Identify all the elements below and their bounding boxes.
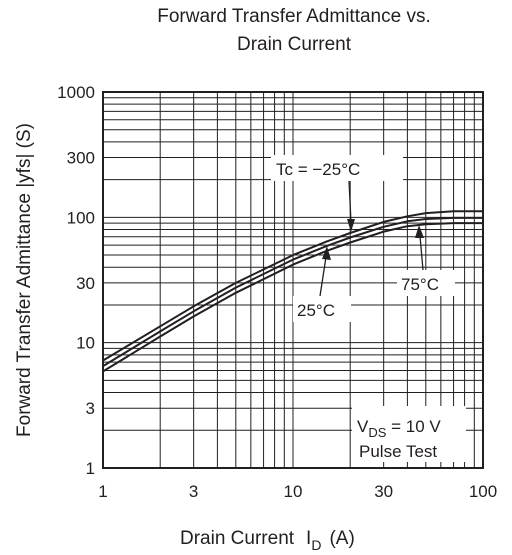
series-line-1	[102, 216, 483, 367]
y-tick-label: 10	[76, 334, 95, 353]
chart-title-line1: Forward Transfer Admittance vs.	[157, 6, 431, 27]
tc-arrowhead	[347, 219, 355, 232]
series-line-2	[102, 222, 483, 373]
chart-title-line2: Drain Current	[237, 34, 352, 55]
x-tick-label: 1	[98, 482, 107, 501]
t25-label: 25°C	[297, 301, 335, 320]
condition-box-bg	[352, 406, 466, 462]
t75-label-bg	[397, 270, 455, 296]
t25-arrow-line	[319, 256, 327, 297]
vds-label: VDS = 10 V	[357, 417, 441, 440]
y-tick-label: 100	[67, 208, 95, 227]
x-axis-title: Drain Current ID (A)	[180, 528, 355, 553]
t75-arrowhead	[415, 225, 424, 238]
pulse-label: Pulse Test	[359, 442, 437, 461]
y-tick-label: 30	[76, 274, 95, 293]
t25-arrowhead	[322, 246, 331, 260]
t75-label: 75°C	[401, 275, 439, 294]
x-tick-label: 3	[189, 482, 198, 501]
y-tick-label: 3	[86, 399, 95, 418]
t75-arrow-line	[419, 235, 424, 271]
tc-arrow-line	[348, 180, 352, 223]
vds-sub: DS	[368, 425, 386, 440]
y-tick-label: 300	[67, 149, 95, 168]
y-axis-title: Forward Transfer Admittance |yfs| (S)	[14, 123, 35, 437]
x-tick-label: 30	[374, 482, 393, 501]
x-axis-title-main: Drain Current	[180, 528, 295, 549]
x-axis-title-symbol: I	[306, 528, 311, 549]
t25-label-bg	[293, 296, 351, 322]
y-tick-label: 1	[86, 459, 95, 478]
tick-labels: 1 3 10 30 100 1 3 10 30 100 300 1000	[57, 83, 497, 501]
x-axis-title-sub: D	[311, 537, 321, 553]
plot-frame	[102, 91, 484, 469]
series-line-0	[102, 210, 483, 362]
annotation-backgrounds	[271, 155, 466, 462]
x-axis-title-unit: (A)	[329, 528, 354, 549]
vds-symbol: V	[357, 417, 369, 436]
x-tick-label: 100	[469, 482, 497, 501]
y-tick-label: 1000	[57, 83, 95, 102]
x-tick-label: 10	[284, 482, 303, 501]
tc-label-bg	[271, 155, 403, 181]
vds-value: = 10 V	[386, 417, 441, 436]
tc-label: Tc = −25°C	[276, 160, 360, 179]
annotations: Tc = −25°C 25°C 75°C VDS = 10 V Pulse Te…	[276, 160, 441, 461]
series-lines	[102, 210, 483, 373]
annotation-arrows	[319, 180, 424, 297]
